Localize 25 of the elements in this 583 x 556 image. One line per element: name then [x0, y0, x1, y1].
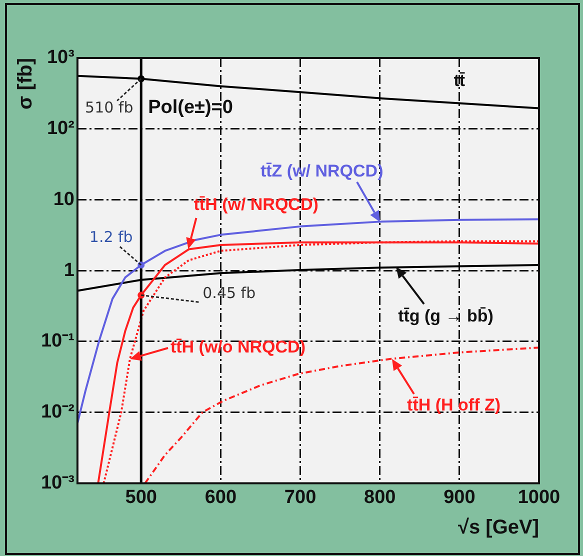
annotation: tt̄g (g → bb̄)	[398, 306, 494, 326]
x-tick-label: 500	[125, 486, 157, 508]
y-tick-label: 1	[64, 260, 75, 281]
y-tick-label: 10⁻²	[40, 402, 74, 423]
y-tick-label: 10²	[46, 118, 74, 140]
x-tick-label: 800	[364, 486, 396, 508]
annotation: tt̄H (H off Z)	[407, 395, 501, 414]
y-tick-label: 10³	[46, 47, 74, 68]
annotation: Pol(e±)=0	[148, 97, 233, 118]
annotation: 510 fb	[85, 98, 134, 117]
x-tick-label: 700	[284, 486, 316, 508]
x-tick-label: 900	[444, 486, 476, 508]
y-axis-title: σ [fb]	[14, 58, 37, 110]
x-tick-label: 1000	[518, 486, 560, 508]
annotation: 1.2 fb	[89, 228, 133, 246]
x-axis-title: √s [GeV]	[458, 516, 539, 539]
y-tick-label: 10⁻¹	[40, 330, 74, 352]
annotation: 0.45 fb	[202, 284, 256, 302]
annotation: tt̄	[454, 70, 466, 90]
annotation: tt̄Z (w/ NRQCD)	[260, 161, 384, 180]
annotation: tt̄H (w/o NRQCD)	[170, 337, 306, 356]
x-tick-label: 600	[204, 486, 237, 508]
y-tick-label: 10	[53, 188, 74, 210]
y-tick-label: 10⁻³	[40, 472, 74, 494]
annotation: tt̄H (w/ NRQCD)	[194, 194, 318, 214]
